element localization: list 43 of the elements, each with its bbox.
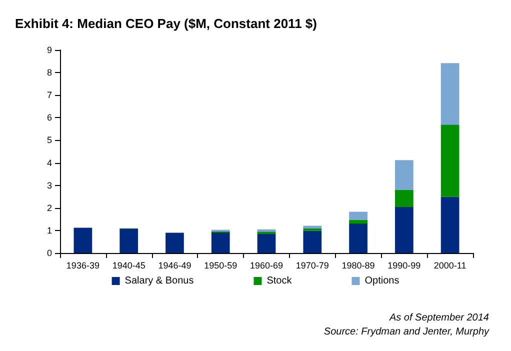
- x-tick-label: 1946-49: [158, 260, 192, 270]
- y-tick-label: 8: [46, 68, 52, 78]
- bar: [257, 234, 276, 253]
- bar: [349, 223, 368, 253]
- bar: [349, 220, 368, 224]
- bar: [74, 228, 92, 253]
- legend-label: Options: [364, 276, 400, 286]
- bar: [303, 230, 322, 253]
- y-tick-label: 0: [46, 248, 52, 258]
- bar: [211, 232, 230, 253]
- y-tick-label: 7: [46, 90, 52, 100]
- bar: [440, 124, 460, 197]
- legend-label: Stock: [266, 276, 293, 286]
- bar: [349, 212, 368, 220]
- x-tick-label: 1950-59: [204, 260, 238, 270]
- y-tick-label: 6: [46, 112, 52, 123]
- x-tick-label: 1970-79: [296, 260, 329, 270]
- y-tick-label: 5: [46, 135, 52, 146]
- bar: [303, 226, 322, 228]
- bar: [394, 160, 414, 190]
- bar: [394, 190, 414, 207]
- x-tick-label: 1990-99: [388, 260, 421, 270]
- y-tick-label: 4: [46, 158, 52, 168]
- text: As of September 2014: [388, 312, 490, 324]
- legend-label: Salary & Bonus: [124, 276, 194, 286]
- y-tick-label: 3: [46, 180, 52, 190]
- x-tick-label: 1940-45: [112, 260, 146, 270]
- bar: [394, 206, 414, 253]
- bar: [257, 232, 276, 234]
- x-tick-label: 2000-11: [434, 260, 466, 270]
- bar: [166, 232, 184, 253]
- bar: [303, 228, 322, 231]
- source-note: Source: Frydman and Jenter, Murphy: [324, 326, 490, 338]
- x-tick-label: 1936-39: [66, 260, 100, 270]
- y-tick-label: 1: [46, 225, 52, 236]
- x-tick-label: 1980-89: [342, 260, 375, 270]
- bar: [440, 196, 460, 253]
- bar: [440, 63, 460, 125]
- y-tick-label: 2: [46, 202, 52, 213]
- y-tick-label: 9: [46, 45, 52, 55]
- x-tick-label: 1960-69: [250, 260, 284, 270]
- bar: [120, 228, 138, 253]
- chart-title: Exhibit 4: Median CEO Pay ($M, Constant 2011 $): [15, 16, 317, 31]
